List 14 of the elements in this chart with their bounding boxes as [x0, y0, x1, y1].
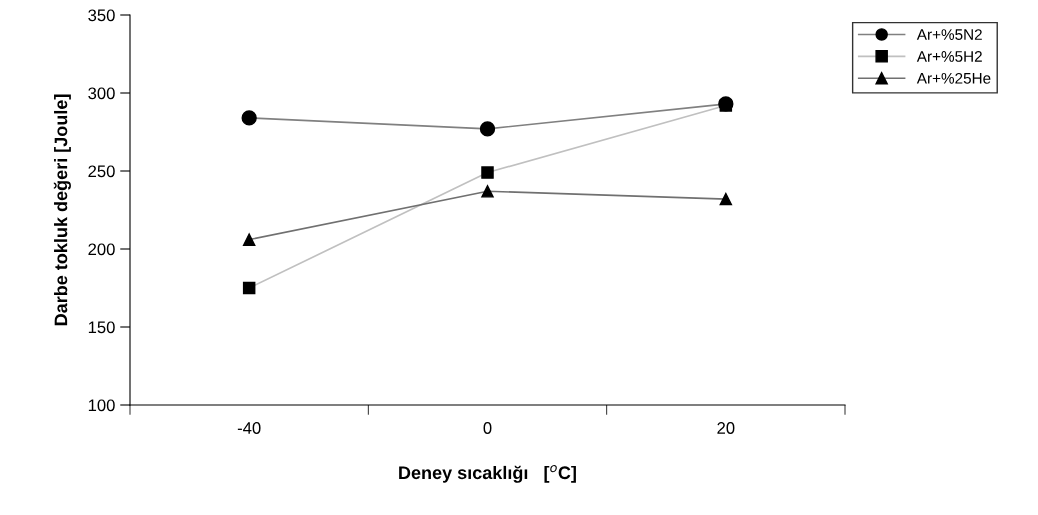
y-tick-label: 350: [88, 9, 115, 22]
legend-label: Ar+%5H2: [916, 51, 982, 62]
y-axis-title: Darbe tokluk değeri [Joule]: [53, 94, 71, 326]
y-tick-label: 200: [88, 243, 115, 256]
x-tick-label: -40: [237, 422, 261, 434]
y-tick-label: 100: [88, 399, 115, 412]
y-tick-label: 300: [88, 87, 115, 100]
legend-label: Ar+%5N2: [916, 29, 982, 40]
x-tick-label: 20: [717, 422, 735, 434]
legend-label: Ar+%25He: [916, 72, 991, 84]
y-tick-label: 150: [88, 321, 115, 334]
y-tick-label: 250: [88, 165, 115, 178]
x-tick-label: 0: [483, 422, 492, 434]
x-axis-title: Deney sıcaklığı [$^{o}$C]: [399, 464, 576, 483]
